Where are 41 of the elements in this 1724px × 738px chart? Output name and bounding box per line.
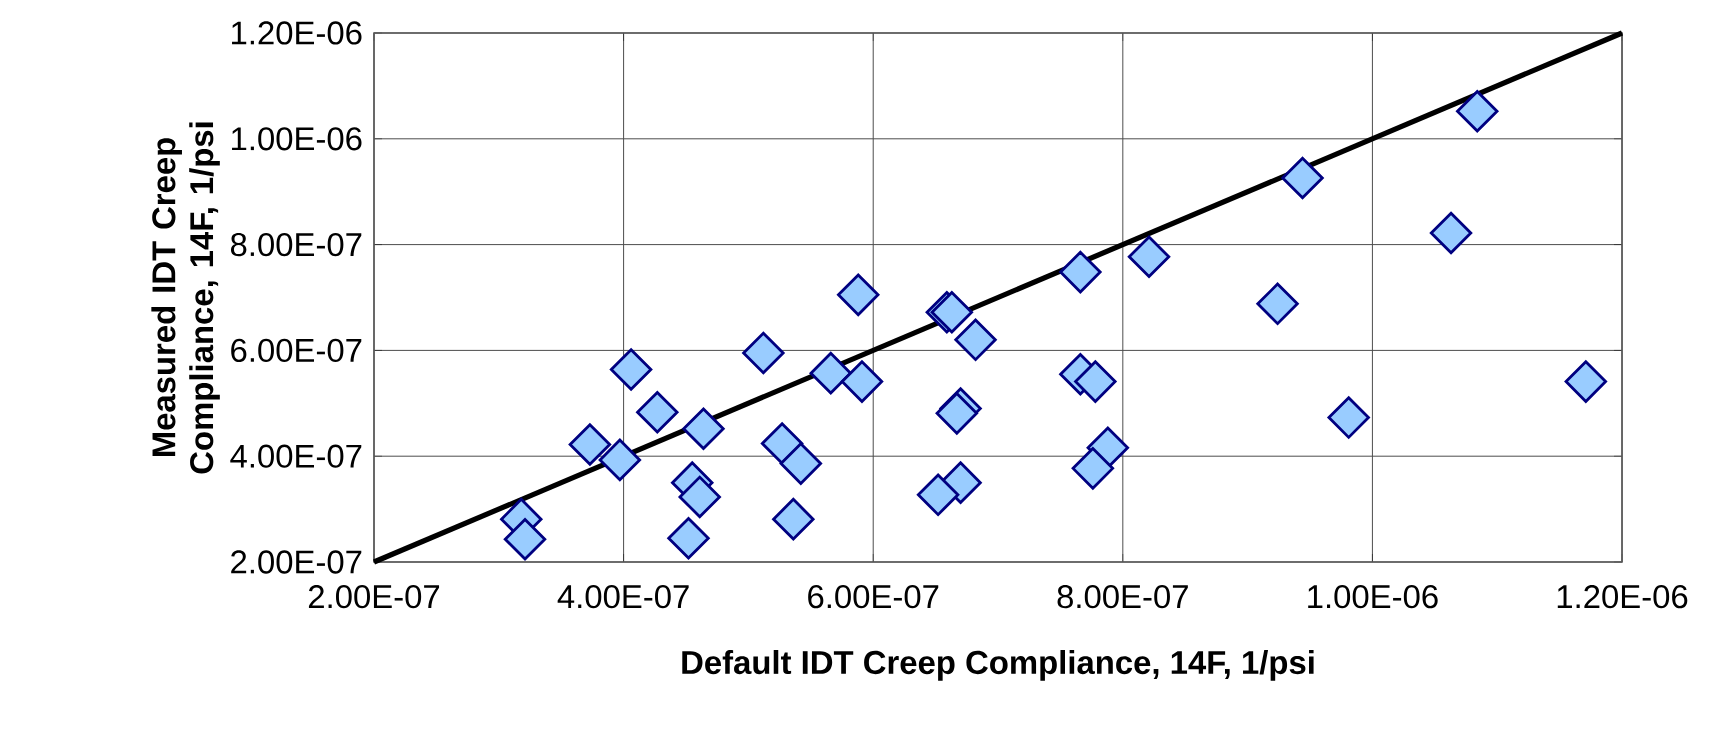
point	[779, 442, 823, 485]
point	[609, 348, 653, 391]
y-tick-label: 1.00E-06	[232, 127, 362, 151]
point	[682, 407, 725, 450]
point	[1059, 250, 1102, 294]
point	[598, 438, 642, 482]
point	[954, 318, 997, 362]
x-tick-label: 1.20E-06	[1557, 585, 1688, 609]
point	[837, 273, 880, 317]
point	[636, 391, 679, 434]
point	[809, 351, 852, 395]
x-axis-title: Default IDT Creep Compliance, 14F, 1/psi	[682, 650, 1314, 681]
y-tick-label: 4.00E-07	[230, 444, 362, 468]
x-tick-label: 1.00E-06	[1308, 585, 1438, 609]
point	[503, 518, 547, 561]
point	[1327, 396, 1370, 439]
point	[568, 423, 612, 466]
point	[1127, 235, 1171, 278]
y-axis-title: Measured IDT Creep Compliance, 14F, 1/psi	[151, 122, 220, 474]
point	[1564, 360, 1608, 403]
x-tick-label: 2.00E-07	[308, 585, 440, 609]
x-tick-label: 6.00E-07	[808, 585, 939, 609]
y-tick-label: 2.00E-07	[231, 550, 362, 574]
y-tick-label: 6.00E-07	[231, 338, 362, 363]
point	[1429, 211, 1473, 255]
point	[916, 473, 960, 517]
point	[678, 475, 721, 519]
x-tick-label: 4.00E-07	[557, 585, 689, 609]
point	[1071, 447, 1115, 490]
point	[840, 360, 884, 403]
point	[760, 422, 804, 465]
point	[772, 497, 815, 541]
point	[1256, 282, 1299, 326]
y-tick-label: 8.00E-07	[230, 232, 362, 257]
y-tick-label: 1.20E-06	[232, 21, 362, 45]
point	[742, 331, 785, 375]
point	[667, 516, 710, 560]
x-tick-label: 8.00E-07	[1057, 585, 1188, 609]
point	[1074, 360, 1117, 403]
point	[1281, 156, 1324, 200]
point	[1456, 90, 1499, 133]
